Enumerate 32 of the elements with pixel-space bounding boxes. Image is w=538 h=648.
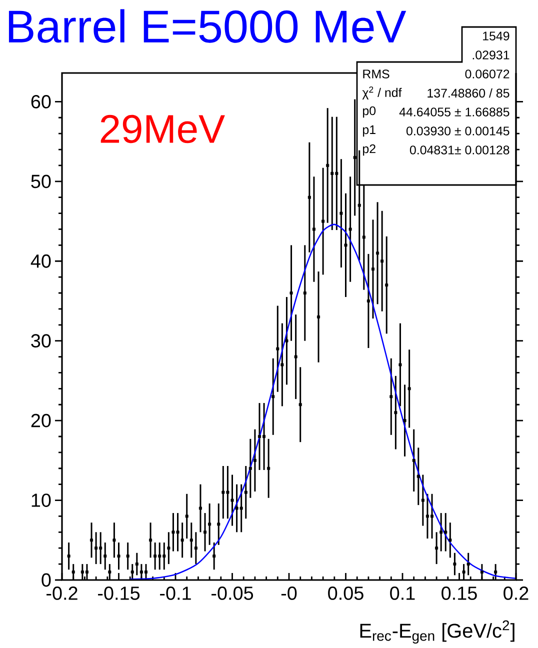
y-tick-label: 40 xyxy=(30,254,51,268)
annotation: χ$^{2}$ / ndf xyxy=(362,86,402,100)
chart-title: Barrel E=5000 MeV xyxy=(8,9,406,43)
annotation: 29MeV xyxy=(100,114,225,144)
x-tick-label: 0.1 xyxy=(390,586,415,600)
x-tick-label: 0.2 xyxy=(504,586,528,600)
annotation: 137.48860 / 85 xyxy=(428,88,510,98)
text: .02931 xyxy=(472,50,510,60)
x-axis-title: E$_{rec}$-E$_{gen}$ [GeV/c$^{2}$] xyxy=(360,620,514,644)
line-series xyxy=(129,224,517,580)
x-tick-label: 0.05 xyxy=(328,586,364,600)
annotation: 44.64055 ± 1.66885 xyxy=(399,108,510,116)
annotation: 0.04831± 0.00128 xyxy=(410,146,510,154)
y-tick-label: 60 xyxy=(31,94,51,108)
y-tick-label: 0 xyxy=(42,573,51,587)
annotation: p0 xyxy=(362,106,376,118)
y-tick-label: 10 xyxy=(32,494,51,507)
annotation: 0.06072 xyxy=(465,70,510,78)
x-tick-label: -0 xyxy=(281,586,297,600)
x-tick-label: -0.2 xyxy=(46,586,78,600)
annotation: p1 xyxy=(362,125,376,137)
text: 1549 xyxy=(483,32,510,40)
annotation: 0.03930 ± 0.00145 xyxy=(406,126,510,136)
annotation: p2 xyxy=(362,144,376,156)
y-tick-label: 20 xyxy=(31,414,51,428)
x-tick-label: -0.1 xyxy=(160,586,191,600)
y-tick-label: 50 xyxy=(31,174,51,188)
x-tick-label: -0.15 xyxy=(98,586,140,600)
y-tick-label: 30 xyxy=(31,334,51,348)
annotation: RMS xyxy=(363,70,390,78)
x-tick-label: -0.05 xyxy=(212,586,254,600)
x-tick-label: 0.15 xyxy=(442,586,477,600)
